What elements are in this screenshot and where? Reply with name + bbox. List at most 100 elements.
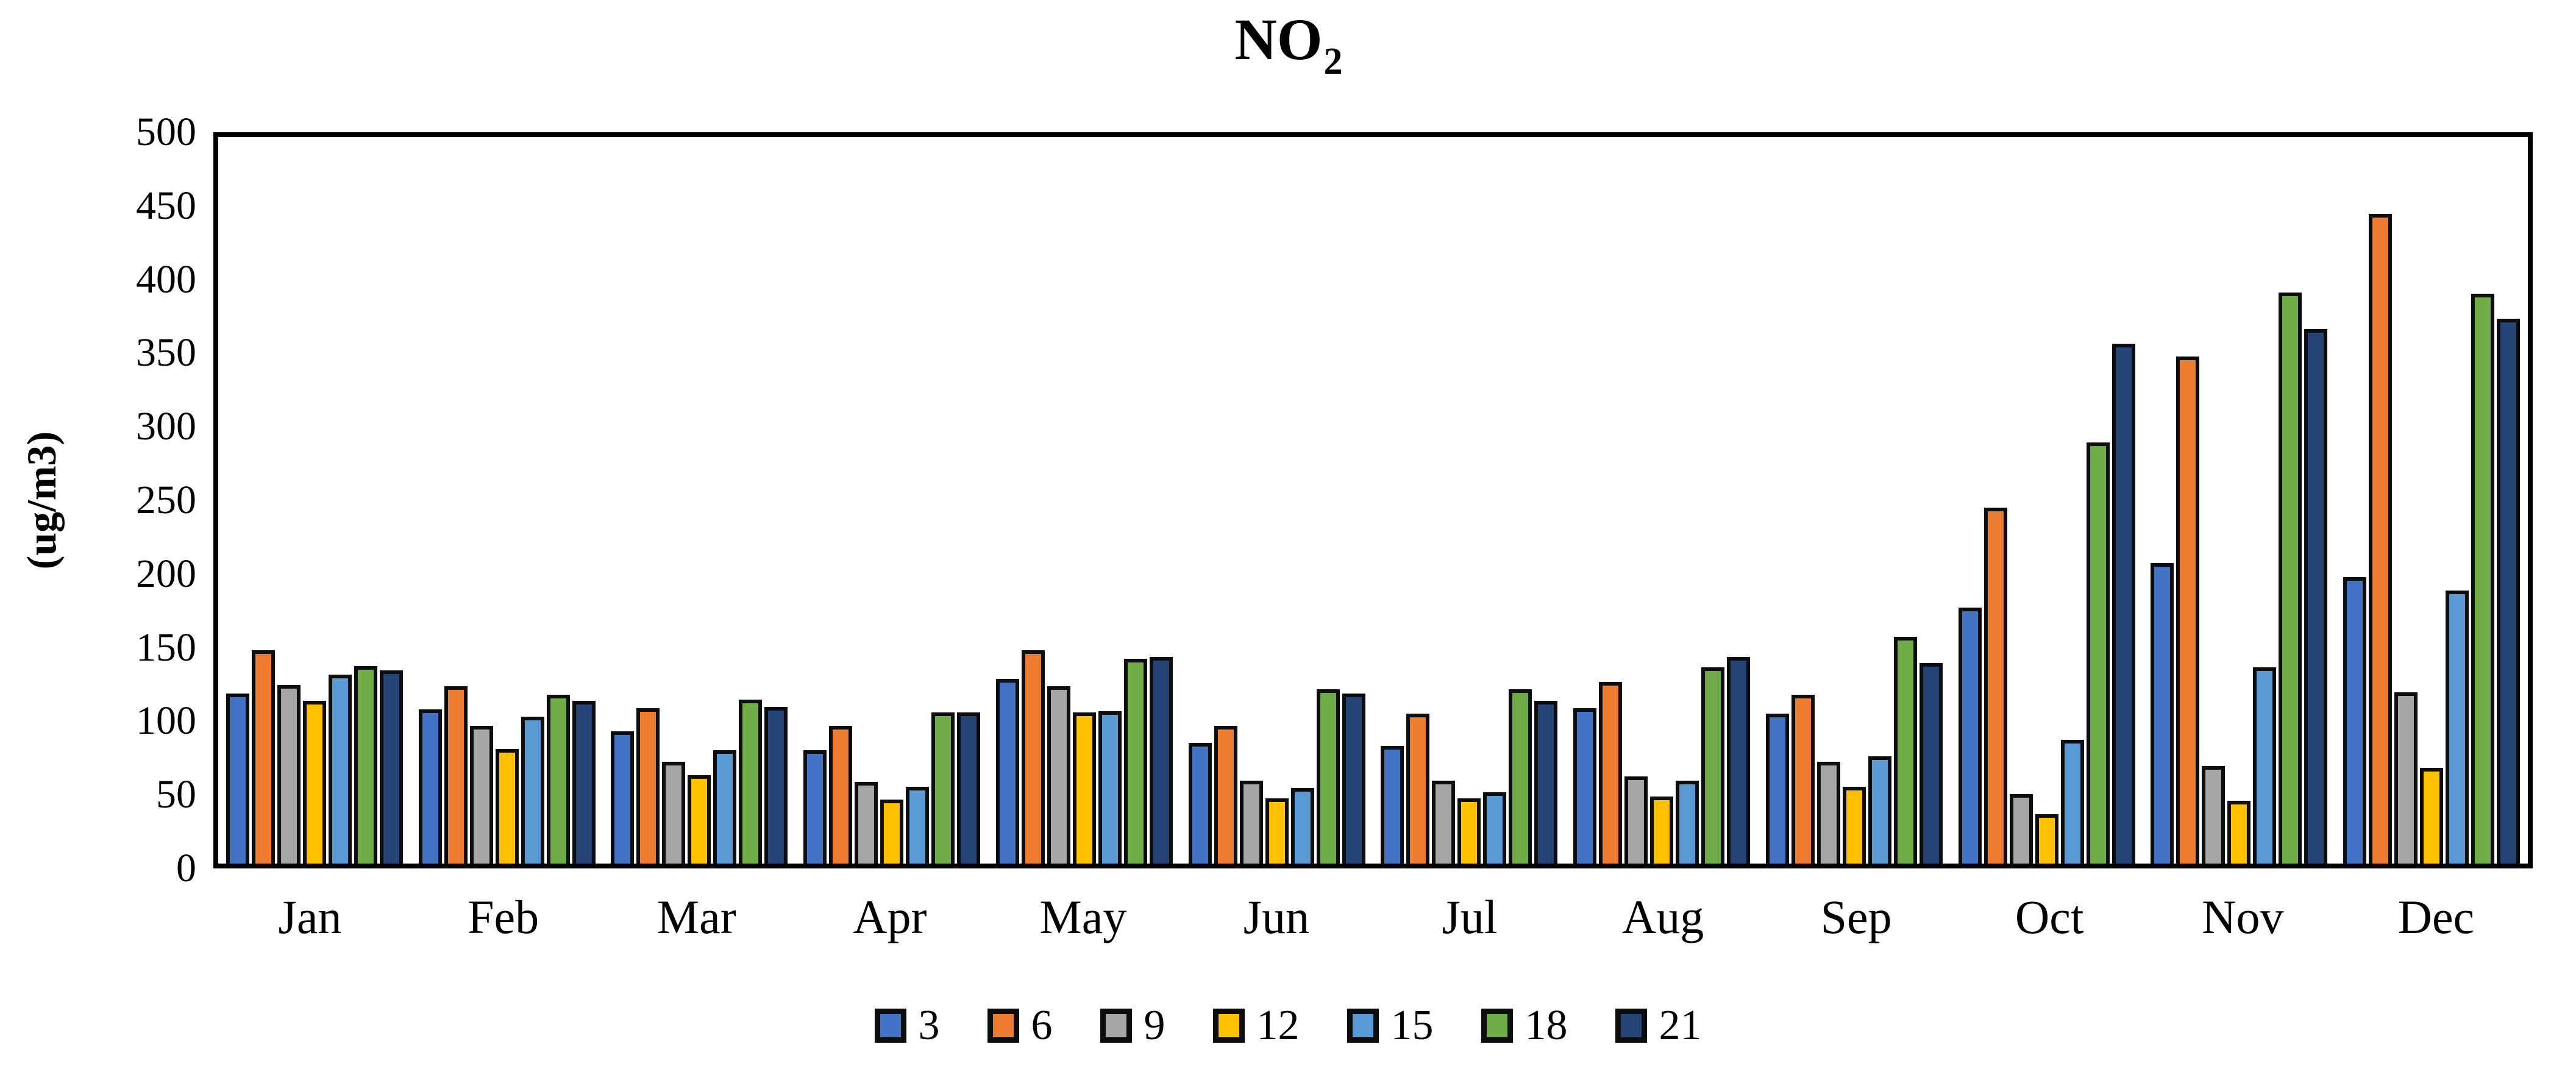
legend-entry-21: 21 [1615, 1004, 1702, 1047]
bar-jul-h3 [1381, 746, 1404, 864]
y-tick-label: 400 [136, 257, 196, 302]
x-tick-label-oct: Oct [2015, 890, 2084, 943]
bar-jul-h15 [1483, 792, 1507, 864]
legend-swatch-icon [1100, 1009, 1132, 1043]
bar-dec-h9 [2394, 692, 2418, 864]
bar-feb-h15 [521, 717, 544, 864]
month-group-sep [1758, 137, 1951, 864]
bar-oct-h21 [2112, 344, 2135, 864]
bar-dec-h15 [2446, 591, 2469, 864]
bar-sep-h12 [1842, 787, 1866, 864]
legend-swatch-icon [1481, 1009, 1513, 1043]
month-group-nov [2143, 137, 2336, 864]
bar-sep-h18 [1893, 637, 1917, 864]
legend-label: 21 [1659, 1002, 1702, 1049]
month-group-oct [1951, 137, 2143, 864]
bar-mar-h18 [739, 700, 763, 864]
bar-feb-h12 [495, 749, 519, 864]
chart-title-subscript: 2 [1323, 41, 1343, 82]
x-tick-label-apr: Apr [853, 890, 927, 943]
bar-jan-h9 [277, 685, 301, 864]
legend-label: 15 [1390, 1002, 1434, 1049]
bar-jul-h12 [1457, 798, 1481, 864]
x-tick-label-dec: Dec [2397, 890, 2475, 943]
legend-swatch-icon [874, 1009, 906, 1043]
legend-swatch-icon [1212, 1009, 1245, 1043]
legend-entry-12: 12 [1212, 1002, 1300, 1049]
bar-jun-h21 [1342, 694, 1365, 864]
bar-feb-h18 [546, 695, 570, 864]
bar-nov-h18 [2279, 293, 2302, 864]
y-axis-tick-labels: 500 450 400 350 300 250 200 150 100 50 0 [0, 112, 196, 889]
bar-apr-h3 [803, 750, 827, 864]
bar-nov-h9 [2202, 766, 2226, 864]
legend-label: 9 [1144, 1002, 1165, 1049]
legend-swatch-icon [1347, 1009, 1379, 1043]
bar-oct-h15 [2060, 740, 2084, 864]
x-tick-label-sep: Sep [1820, 890, 1892, 943]
bar-jul-h9 [1432, 781, 1456, 864]
x-tick-label-feb: Feb [468, 890, 539, 943]
bar-aug-h12 [1650, 797, 1674, 864]
bar-jun-h6 [1214, 726, 1237, 864]
y-tick-label: 100 [136, 698, 196, 744]
bar-apr-h12 [880, 800, 904, 864]
plot-area [213, 132, 2533, 868]
bar-jan-h15 [328, 675, 352, 864]
bar-nov-h12 [2227, 801, 2251, 864]
legend-label: 12 [1256, 1002, 1300, 1049]
month-group-mar [603, 137, 796, 864]
bar-aug-h6 [1599, 682, 1623, 864]
bar-oct-h6 [1984, 508, 2007, 864]
legend-swatch-icon [987, 1009, 1019, 1043]
bar-oct-h3 [1958, 608, 1982, 864]
bar-sep-h3 [1765, 714, 1789, 864]
legend-label: 3 [918, 1002, 940, 1049]
x-tick-label-nov: Nov [2202, 890, 2284, 943]
month-group-aug [1565, 137, 1758, 864]
bar-aug-h18 [1701, 667, 1725, 864]
y-tick-label: 500 [136, 110, 196, 154]
y-tick-label: 200 [136, 551, 196, 596]
bar-dec-h6 [2369, 214, 2393, 864]
month-group-dec [2335, 137, 2528, 864]
x-tick-label-aug: Aug [1621, 890, 1704, 943]
bar-mar-h9 [662, 762, 686, 864]
bar-may-h18 [1123, 659, 1147, 864]
month-group-feb [411, 137, 603, 864]
bar-feb-h6 [444, 686, 468, 864]
bar-jun-h9 [1239, 781, 1263, 864]
bar-apr-h9 [855, 782, 878, 864]
bar-jan-h3 [226, 694, 249, 864]
bar-may-h21 [1149, 657, 1173, 864]
bar-oct-h18 [2086, 442, 2110, 864]
bar-jul-h21 [1534, 701, 1558, 864]
legend-entry-9: 9 [1100, 1004, 1165, 1047]
chart-title-main: NO [1234, 7, 1323, 72]
bar-mar-h3 [611, 731, 635, 864]
bar-sep-h6 [1791, 695, 1815, 864]
y-tick-label: 300 [136, 404, 196, 449]
legend-entry-18: 18 [1481, 1004, 1568, 1047]
x-axis-labels: Jan Feb Mar Apr May Jun Jul Aug Sep Oct Nov Dec [213, 891, 2533, 943]
bar-oct-h9 [2009, 794, 2033, 864]
bar-jan-h6 [251, 650, 275, 864]
legend-label: 18 [1525, 1002, 1568, 1049]
bar-dec-h3 [2343, 577, 2367, 864]
bar-apr-h18 [931, 712, 955, 864]
bar-jul-h18 [1509, 689, 1532, 864]
bar-sep-h15 [1868, 756, 1891, 864]
y-tick-label: 450 [136, 183, 196, 228]
bar-nov-h15 [2253, 667, 2277, 864]
bar-aug-h3 [1573, 708, 1597, 864]
month-group-apr [795, 137, 988, 864]
x-tick-label-jul: Jul [1442, 890, 1498, 943]
bar-jul-h6 [1406, 714, 1430, 864]
bar-aug-h15 [1676, 781, 1699, 864]
month-group-jun [1181, 137, 1373, 864]
bar-jan-h18 [354, 666, 377, 864]
legend-swatch-icon [1615, 1009, 1647, 1043]
bar-jun-h3 [1188, 743, 1212, 864]
bar-apr-h15 [906, 787, 930, 864]
x-tick-label-may: May [1039, 890, 1127, 943]
